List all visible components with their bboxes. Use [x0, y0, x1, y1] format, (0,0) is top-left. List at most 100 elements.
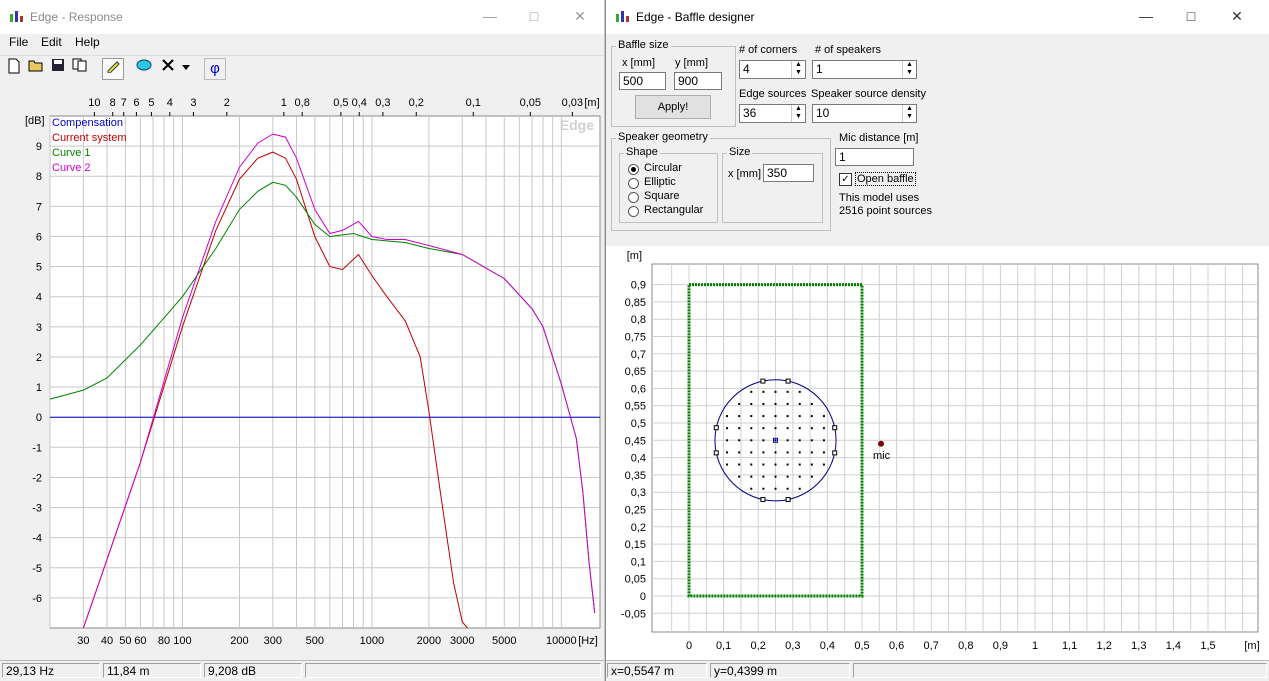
y-tick-label: 4 — [36, 292, 42, 304]
baffle-x-input[interactable]: 500 — [619, 72, 666, 90]
open-baffle-label[interactable]: Open baffle — [855, 172, 916, 186]
x-tick-label: 0,4 — [820, 640, 835, 652]
point-source — [810, 427, 813, 430]
baffle-titlebar[interactable]: Edge - Baffle designer — □ ✕ — [606, 0, 1269, 34]
source-density-spinner[interactable]: 10 ▲ ▼ — [812, 104, 917, 123]
dropdown-arrow-icon[interactable] — [176, 58, 196, 78]
source-density-label: Speaker source density — [811, 88, 926, 100]
plot-area — [651, 263, 1259, 633]
x-tick-label: 300 — [264, 635, 282, 647]
menu-file[interactable]: File — [9, 35, 29, 49]
radio-circular[interactable] — [628, 164, 639, 175]
baffle-y-input[interactable]: 900 — [674, 72, 722, 90]
baffle-size-group: Baffle size — [611, 39, 736, 127]
point-source — [774, 390, 777, 393]
status-empty — [853, 663, 1267, 678]
menu-help[interactable]: Help — [75, 35, 100, 49]
y-tick-label: 0,2 — [631, 522, 646, 534]
shape-group: Shape — [619, 146, 718, 223]
x-tick-label: 30 — [77, 635, 89, 647]
y-tick-label: 6 — [36, 231, 42, 243]
spin-arrows-icon[interactable]: ▲ ▼ — [791, 61, 805, 78]
size-legend: Size — [727, 146, 753, 158]
mic-distance-label: Mic distance [m] — [839, 132, 919, 144]
x-axis-unit: [m] — [1244, 640, 1259, 652]
radio-elliptic[interactable] — [628, 178, 639, 189]
size-x-input[interactable]: 350 — [763, 164, 814, 182]
speaker-center — [773, 437, 778, 443]
point-source — [798, 475, 801, 478]
point-source — [726, 463, 729, 466]
top-tick-label: 0,1 — [466, 97, 481, 109]
response-titlebar[interactable]: Edge - Response — □ ✕ — [0, 0, 604, 34]
x-tick-label: 100 — [173, 635, 191, 647]
x-tick-label: 1,5 — [1200, 640, 1215, 652]
spin-arrows-icon[interactable]: ▲ ▼ — [902, 105, 916, 122]
speakers-spinner[interactable]: 1 ▲ ▼ — [812, 60, 917, 79]
spin-arrows-icon[interactable]: ▲ ▼ — [791, 105, 805, 122]
x-tick-label: 10000 — [546, 635, 577, 647]
point-source — [786, 427, 789, 430]
x-tick-label: 0,7 — [924, 640, 939, 652]
minimize-button[interactable]: — — [483, 8, 497, 24]
baffle-x-label: x [mm] — [622, 57, 655, 69]
legend-entry: Current system — [52, 132, 127, 144]
speaker-geometry-group: Speaker geometry — [611, 131, 831, 231]
app-icon — [616, 11, 629, 22]
maximize-button[interactable]: □ — [1186, 8, 1196, 24]
status-level: 9,208 dB — [204, 663, 302, 678]
x-tick-label: 5000 — [492, 635, 516, 647]
save-icon[interactable] — [48, 58, 68, 78]
open-folder-icon[interactable] — [26, 58, 46, 78]
y-tick-label: 0,9 — [631, 280, 646, 292]
point-source — [822, 439, 825, 442]
baffle-window: Edge - Baffle designer — □ ✕ Baffle size… — [605, 0, 1269, 681]
response-window: Edge - Response — □ ✕ File Edit Help φ E… — [0, 0, 604, 681]
new-file-icon[interactable] — [4, 58, 24, 78]
spin-arrows-icon[interactable]: ▲ ▼ — [902, 61, 916, 78]
pencil-icon[interactable] — [102, 58, 124, 80]
point-source — [798, 487, 801, 490]
delete-icon[interactable] — [158, 58, 178, 78]
status-distance: 11,84 m — [103, 663, 201, 678]
radio-square[interactable] — [628, 192, 639, 203]
y-tick-label: 0,85 — [625, 297, 646, 309]
corners-spinner[interactable]: 4 ▲ ▼ — [739, 60, 806, 79]
radio-rectangular[interactable] — [628, 206, 639, 217]
window-title: Edge - Baffle designer — [636, 10, 755, 24]
x-tick-label: 1,1 — [1062, 640, 1077, 652]
color-fill-icon[interactable] — [134, 58, 154, 78]
minimize-button[interactable]: — — [1139, 8, 1153, 24]
point-source — [750, 415, 753, 418]
top-tick-label: 0,03 — [562, 97, 583, 109]
open-baffle-checkbox[interactable]: ✓ — [839, 173, 852, 186]
x-tick-label: 0,6 — [889, 640, 904, 652]
point-source — [750, 451, 753, 454]
point-source — [738, 463, 741, 466]
apply-button[interactable]: Apply! — [635, 95, 711, 119]
baffle-size-legend: Baffle size — [616, 39, 671, 51]
speakers-label: # of speakers — [815, 44, 882, 56]
point-source — [810, 439, 813, 442]
maximize-button[interactable]: □ — [529, 8, 539, 24]
y-tick-label: 7 — [36, 201, 42, 213]
baffle-plot[interactable]: [m] 0,9 0,85 0,8 0,75 0,7 0,65 0,6 0,55 0,5 0,45 0,… — [606, 246, 1269, 660]
phase-icon[interactable]: φ — [204, 58, 226, 80]
shape-legend: Shape — [624, 146, 660, 158]
mic-distance-input[interactable]: 1 — [835, 148, 914, 166]
menu-edit[interactable]: Edit — [41, 35, 62, 49]
point-source — [762, 451, 765, 454]
point-source — [750, 487, 753, 490]
point-source — [762, 415, 765, 418]
status-x: x=0,5547 m — [607, 663, 707, 678]
x-tick-label: 40 — [101, 635, 113, 647]
series-line-curve-2 — [82, 133, 596, 629]
y-tick-label: 0,55 — [625, 401, 646, 413]
legend-entry: Curve 1 — [52, 147, 91, 159]
close-button[interactable]: ✕ — [574, 8, 586, 24]
copy-icon[interactable] — [70, 58, 90, 78]
y-tick-label: 0,4 — [631, 453, 646, 465]
close-button[interactable]: ✕ — [1231, 8, 1243, 24]
edge-sources-spinner[interactable]: 36 ▲ ▼ — [739, 104, 806, 123]
response-chart[interactable]: Edge Compensation Current system Curve 1 Cur… — [0, 88, 604, 660]
